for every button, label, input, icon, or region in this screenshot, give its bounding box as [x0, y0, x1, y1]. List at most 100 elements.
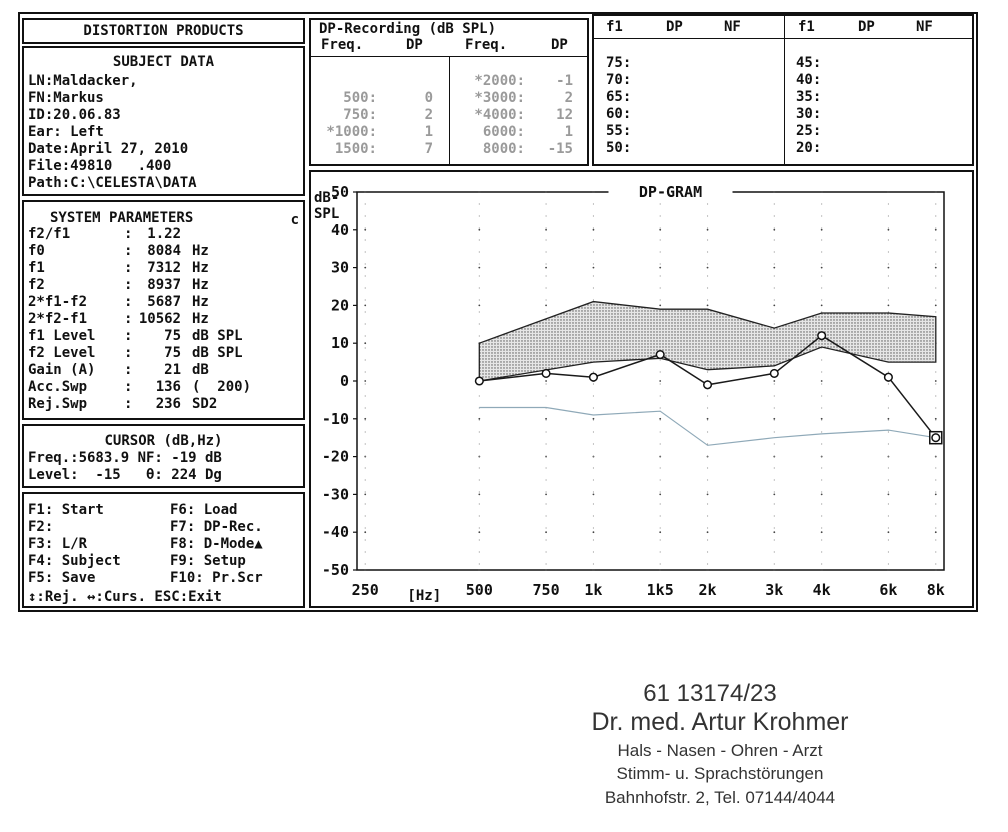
grid-dot	[478, 479, 480, 481]
system-param-value: 75	[164, 345, 181, 361]
grid-dot	[659, 304, 662, 307]
grid-dot	[934, 417, 937, 420]
x-tick-label: 250	[352, 581, 379, 599]
grid-dot	[659, 431, 661, 433]
grid-dot	[887, 455, 890, 457]
grid-dot	[364, 503, 366, 505]
grid-dot	[934, 380, 937, 382]
grid-dot	[478, 527, 480, 529]
dp-point	[655, 349, 665, 360]
grid-dot	[364, 531, 367, 534]
function-key[interactable]: F3: L/R	[28, 536, 88, 552]
dp-right-value: 1	[564, 124, 573, 140]
grid-dot	[934, 228, 937, 231]
grid-dot	[706, 395, 709, 397]
grid-dot	[821, 407, 823, 409]
grid-dot	[364, 479, 366, 481]
grid-dot	[706, 251, 709, 253]
grid-dot	[592, 203, 595, 205]
grid-dot	[887, 479, 890, 481]
grid-dot	[887, 493, 890, 496]
grid-dot	[821, 275, 823, 277]
grid-dot	[545, 299, 547, 301]
system-param-label: Gain (A)	[28, 362, 96, 378]
dp-header-dp: DP	[406, 37, 423, 53]
grid-dot	[592, 227, 595, 229]
function-key[interactable]: F5: Save	[28, 570, 96, 586]
grid-dot	[773, 263, 775, 265]
grid-dot	[821, 443, 823, 445]
grid-dot	[364, 383, 366, 385]
function-key[interactable]: F7: DP-Rec.	[170, 519, 263, 535]
grid-dot	[659, 266, 662, 269]
io-level: 40:	[796, 72, 822, 88]
system-param-sep: :	[124, 311, 133, 327]
grid-dot	[706, 551, 709, 553]
function-key[interactable]: F4: Subject	[28, 553, 121, 569]
io-level: 45:	[796, 55, 822, 71]
grid-dot	[592, 228, 595, 231]
grid-dot	[478, 227, 480, 229]
grid-dot	[935, 395, 937, 397]
dp-right-freq: *4000:	[474, 107, 525, 123]
system-param-label: f0	[28, 243, 45, 259]
grid-dot	[773, 304, 776, 307]
system-param-label: Acc.Swp	[28, 379, 88, 395]
grid-dot	[821, 551, 823, 553]
grid-dot	[478, 419, 480, 421]
y-axis-label: SPL	[314, 206, 339, 222]
grid-dot	[935, 239, 937, 241]
system-param-value: 7312	[147, 260, 181, 276]
grid-dot	[659, 455, 661, 457]
grid-dot	[659, 417, 662, 420]
grid-dot	[592, 371, 595, 373]
grid-dot	[659, 531, 662, 534]
system-param-label: f1 Level	[28, 328, 96, 344]
grid-dot	[821, 395, 823, 397]
grid-dot	[545, 287, 547, 289]
function-key[interactable]: F8: D-Mode▲	[170, 536, 263, 552]
distortion-title-box: DISTORTION PRODUCTS	[22, 18, 305, 44]
grid-dot	[706, 275, 709, 277]
grid-dot	[887, 311, 890, 313]
grid-dot	[887, 527, 890, 529]
grid-dot	[821, 239, 823, 241]
grid-dot	[773, 503, 775, 505]
grid-dot	[478, 431, 480, 433]
grid-dot	[773, 266, 776, 269]
grid-dot	[364, 371, 366, 373]
system-param-row: 2*f1-f2:5687 Hz	[28, 294, 299, 310]
grid-dot	[545, 266, 547, 269]
plot-frame	[356, 191, 945, 571]
grid-dot	[592, 299, 595, 301]
grid-dot	[706, 491, 709, 493]
grid-dot	[364, 417, 367, 420]
io-level: 60:	[606, 106, 632, 122]
grid-dot	[887, 407, 890, 409]
grid-dot	[659, 443, 661, 445]
grid-dot	[545, 395, 547, 397]
function-key[interactable]: F9: Setup	[170, 553, 246, 569]
grid-dot	[935, 203, 937, 205]
grid-dot	[364, 551, 366, 553]
function-key[interactable]: F2:	[28, 519, 54, 535]
grid-dot	[935, 215, 937, 217]
grid-dot	[935, 539, 937, 541]
system-panel: SYSTEM PARAMETERS c f2/f1:1.22 f0:8084 Hz f…	[22, 200, 305, 420]
system-param-row: f2:8937 Hz	[28, 277, 299, 293]
grid-dot	[592, 275, 595, 277]
function-key[interactable]: F6: Load	[170, 502, 238, 518]
function-key[interactable]: F1: Start	[28, 502, 104, 518]
grid-dot	[821, 431, 823, 433]
grid-dot	[887, 275, 890, 277]
function-key[interactable]: F10: Pr.Scr	[170, 570, 263, 586]
subject-line: Path:C:\CELESTA\DATA	[28, 175, 197, 191]
grid-dot	[706, 467, 709, 469]
system-param-sep: :	[124, 345, 133, 361]
grid-dot	[478, 311, 480, 313]
grid-dot	[659, 407, 661, 409]
dp-left-freq: 750:	[343, 107, 377, 123]
grid-dot	[659, 467, 661, 469]
grid-dot	[935, 419, 937, 421]
grid-dot	[706, 203, 709, 205]
